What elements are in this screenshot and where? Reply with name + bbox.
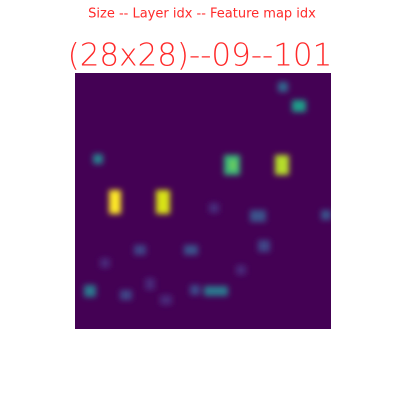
- activation: [160, 295, 172, 305]
- title: (28x28)--09--101: [68, 38, 333, 74]
- activations: [84, 82, 331, 305]
- activation: [145, 278, 155, 290]
- activation: [190, 285, 200, 295]
- activation: [275, 155, 289, 175]
- activation: [156, 190, 170, 214]
- activation: [278, 82, 288, 92]
- activation: [209, 203, 219, 213]
- activation: [100, 258, 110, 268]
- activation: [120, 290, 132, 300]
- activation: [111, 197, 117, 207]
- activation: [84, 285, 96, 297]
- activation: [236, 265, 246, 275]
- activation: [230, 160, 236, 170]
- subtitle: Size -- Layer idx -- Feature map idx: [88, 7, 316, 22]
- activation: [292, 100, 306, 112]
- activation: [184, 245, 198, 255]
- activation: [134, 245, 146, 255]
- activation: [204, 286, 228, 296]
- activation: [250, 210, 266, 222]
- activation: [93, 154, 103, 164]
- activation: [321, 210, 331, 220]
- activation: [258, 240, 270, 252]
